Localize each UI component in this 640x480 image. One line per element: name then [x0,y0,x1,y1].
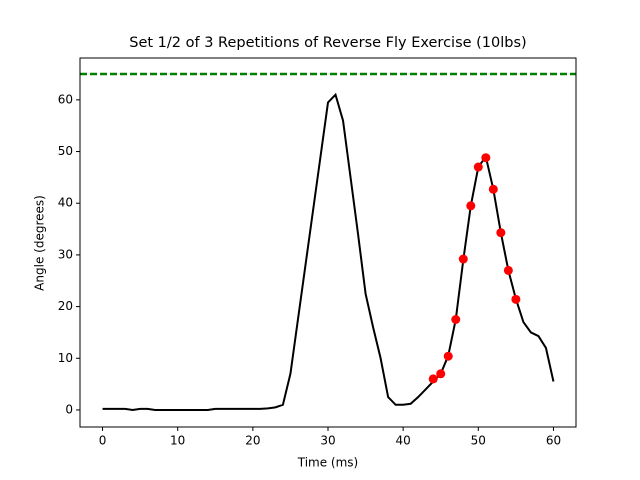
data-point [496,228,506,238]
x-tick-label: 10 [170,434,185,448]
y-tick-label: 50 [58,144,73,158]
y-tick-label: 0 [65,402,73,416]
x-tick-label: 60 [546,434,561,448]
y-tick-label: 30 [58,247,73,261]
data-point [511,294,521,304]
y-tick-label: 40 [58,196,73,210]
x-tick-label: 40 [396,434,411,448]
x-tick-label: 20 [245,434,260,448]
x-axis-label: Time (ms) [297,456,359,470]
x-tick-label: 30 [320,434,335,448]
plot-frame [79,57,577,428]
data-point [488,184,498,194]
data-point [443,351,453,361]
data-point [481,153,491,163]
x-tick-label: 50 [471,434,486,448]
data-point [451,315,461,325]
chart-title: Set 1/2 of 3 Repetitions of Reverse Fly … [129,35,526,51]
y-axis-label: Angle (degrees) [33,195,47,291]
data-point [436,369,446,379]
y-tick-label: 20 [58,299,73,313]
data-point [503,265,513,275]
data-point [458,254,468,264]
data-line [102,92,555,411]
y-tick-label: 10 [58,351,73,365]
y-tick-label: 60 [58,92,73,106]
x-tick-label: 0 [99,434,107,448]
data-point [473,162,483,172]
data-point [428,374,438,384]
data-point [466,201,476,211]
